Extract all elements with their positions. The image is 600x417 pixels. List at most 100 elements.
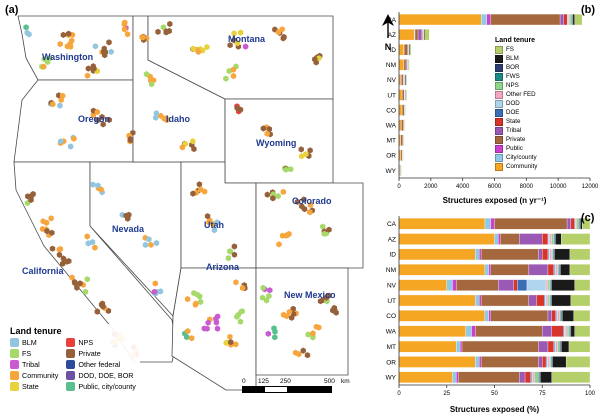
- map-dot: [148, 81, 155, 88]
- legend-label: City/county: [506, 154, 537, 161]
- map-legend-item: Other federal: [66, 360, 136, 369]
- map-dot: [265, 330, 271, 337]
- bar-segment: [549, 248, 552, 261]
- map-dot: [213, 315, 219, 322]
- map-dot: [66, 258, 72, 265]
- bar-segment: [559, 13, 564, 26]
- map-dot: [199, 47, 206, 54]
- chart-legend-item: FS: [495, 45, 537, 54]
- map-dot: [28, 196, 34, 204]
- map-legend: Land tenure BLM FS Tribal Community State NPS…: [6, 324, 140, 393]
- scale-bar-rule: [242, 386, 332, 393]
- map-dot: [56, 251, 63, 258]
- ytick-label: CO: [386, 313, 396, 320]
- map-dot: [94, 308, 101, 315]
- bar-segment: [566, 217, 572, 230]
- bar-CO: [398, 104, 406, 116]
- state-label: Washington: [42, 52, 93, 62]
- scale-bar-labels: 0 125 250 500 km: [242, 378, 362, 386]
- map-legend-item: Community: [10, 371, 58, 380]
- legend-swatch: [495, 81, 503, 90]
- bar-NM: [398, 264, 591, 276]
- map-dot: [106, 39, 112, 46]
- map-dot: [234, 40, 241, 47]
- xtick-label: 10000: [550, 184, 567, 190]
- bar-segment: [398, 233, 495, 245]
- legend-label: Tribal: [22, 360, 40, 369]
- xtick-label: 0: [397, 391, 401, 397]
- xtick-label: 6000: [488, 184, 502, 190]
- bar-segment: [570, 217, 575, 230]
- map-dot: [294, 198, 301, 205]
- map-dot: [279, 26, 285, 33]
- ytick-label: NM: [386, 267, 396, 274]
- bar-segment: [398, 325, 466, 337]
- map-dot: [49, 245, 56, 252]
- legend-swatch: [495, 90, 503, 99]
- map-legend-item: Public, city/county: [66, 382, 136, 391]
- legend-swatch: [66, 338, 76, 347]
- map-dot: [299, 203, 305, 210]
- bar-segment: [398, 340, 457, 353]
- bar-segment: [563, 13, 568, 26]
- legend-swatch: [10, 371, 19, 380]
- ytick-label: WA: [386, 329, 397, 336]
- bar-segment: [398, 248, 476, 261]
- map-dot: [68, 143, 74, 150]
- bar-segment: [540, 371, 552, 383]
- map-legend-item: FS: [10, 349, 58, 358]
- bar-segment: [565, 325, 568, 337]
- map-dot: [184, 296, 191, 303]
- bar-segment: [488, 310, 491, 322]
- legend-swatch: [10, 382, 19, 391]
- bar-CA: [398, 13, 583, 26]
- bar-segment: [562, 310, 574, 322]
- map-dot: [153, 110, 159, 117]
- map-dot: [264, 191, 271, 198]
- map-dot: [189, 335, 195, 342]
- map-dot: [153, 114, 159, 121]
- bar-segment: [551, 310, 556, 322]
- map-dot: [204, 44, 210, 51]
- state-label: Oregon: [78, 114, 110, 124]
- bar-segment: [402, 149, 404, 161]
- chart-legend-title: Land tenure: [495, 37, 536, 44]
- xtick-label: 25: [443, 391, 450, 397]
- ytick-label: WY: [386, 375, 397, 382]
- ytick-label: MT: [387, 138, 396, 145]
- map-dot: [196, 181, 203, 188]
- map-dot: [84, 72, 91, 79]
- legend-swatch: [10, 338, 19, 347]
- bar-ID: [398, 248, 591, 261]
- bar-segment: [570, 325, 575, 337]
- map-dot: [288, 166, 294, 173]
- map-dot: [231, 251, 238, 258]
- legend-swatch: [495, 108, 503, 117]
- map-dot: [214, 325, 221, 332]
- bar-NV: [398, 74, 408, 86]
- bar-segment: [557, 340, 560, 353]
- map-legend-item: BLM: [10, 338, 58, 347]
- legend-swatch: [10, 360, 19, 369]
- map-dot: [214, 219, 220, 226]
- map-dot: [41, 56, 47, 63]
- bar-segment: [561, 340, 570, 353]
- legend-label: Other federal: [78, 360, 121, 369]
- bar-segment: [398, 104, 403, 116]
- xtick-label: 100: [585, 391, 596, 397]
- bar-segment: [398, 294, 476, 307]
- legend-label: NPS: [78, 338, 94, 347]
- map-dot: [230, 66, 237, 73]
- map-dot: [267, 287, 273, 294]
- bar-segment: [459, 340, 463, 353]
- xtick-label: 0: [397, 184, 401, 190]
- map-dot: [100, 121, 106, 128]
- chart-legend-item: Tribal: [495, 126, 537, 135]
- ytick-label: UT: [387, 298, 396, 305]
- map-dot: [317, 298, 324, 305]
- scale-seg-2: [287, 387, 331, 392]
- chart-legend: Land tenure FS BLM BOR FWS NPS Other FED DOD DO…: [493, 36, 540, 172]
- map-dot: [85, 65, 91, 72]
- bar-segment: [484, 310, 489, 322]
- map-dot: [148, 241, 154, 248]
